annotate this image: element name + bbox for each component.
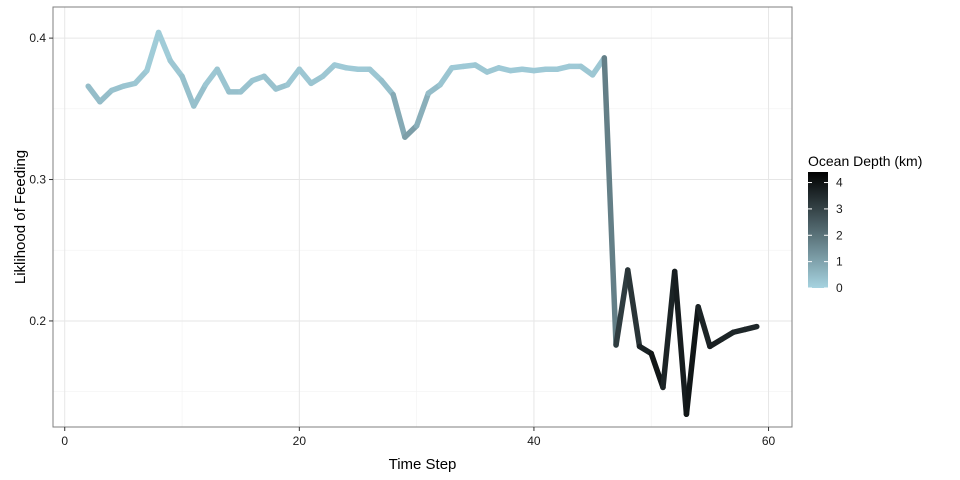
y-tick-label: 0.3 — [29, 173, 46, 187]
line-segment — [660, 268, 678, 391]
plot-background — [53, 7, 792, 427]
line-segment — [742, 323, 760, 333]
line-segment — [437, 65, 455, 88]
line-segment — [296, 66, 314, 87]
legend-title: Ocean Depth (km) — [808, 153, 922, 169]
legend-tick-label: 1 — [836, 255, 843, 269]
x-tick-label: 20 — [293, 434, 307, 448]
x-tick-label: 60 — [762, 434, 776, 448]
line-segment — [695, 304, 713, 350]
line-segment — [671, 268, 690, 418]
legend-tick-label: 3 — [836, 202, 843, 216]
line-segment — [625, 267, 643, 350]
series-line — [85, 29, 760, 418]
line-segment — [390, 91, 408, 140]
x-tick-label: 40 — [527, 434, 541, 448]
legend-tick-label: 2 — [836, 228, 843, 242]
legend-tick-label: 4 — [836, 176, 843, 190]
line-segment — [167, 57, 185, 80]
y-axis-ticks: 0.2 0.3 0.4 — [29, 31, 53, 328]
legend-colorbar — [808, 172, 828, 288]
y-axis-title: Liklihood of Feeding — [12, 150, 29, 284]
line-segment — [261, 73, 279, 92]
line-segment — [144, 29, 162, 74]
line-segment — [683, 304, 701, 418]
line-segment — [601, 55, 619, 348]
legend-tick-label: 0 — [836, 281, 843, 295]
line-segment — [413, 90, 432, 129]
y-tick-label: 0.2 — [29, 314, 46, 328]
line-segment — [613, 267, 631, 348]
y-tick-label: 0.4 — [29, 31, 46, 45]
line-segment — [202, 66, 220, 88]
line-segment — [85, 83, 103, 105]
legend-ticks: 0 1 2 3 4 — [808, 176, 843, 295]
line-segment — [132, 67, 150, 87]
line-segment — [191, 82, 209, 109]
x-tick-label: 0 — [61, 434, 68, 448]
line-segment — [284, 66, 303, 88]
legend: Ocean Depth (km) 0 1 2 3 4 — [808, 153, 922, 295]
line-segment — [179, 73, 197, 109]
line-segment — [378, 77, 396, 98]
x-axis-ticks: 0 20 40 60 — [61, 427, 776, 448]
x-axis-title: Time Step — [389, 456, 457, 473]
line-segment — [214, 66, 232, 95]
plot-border — [52, 6, 793, 428]
line-segment — [155, 29, 174, 64]
